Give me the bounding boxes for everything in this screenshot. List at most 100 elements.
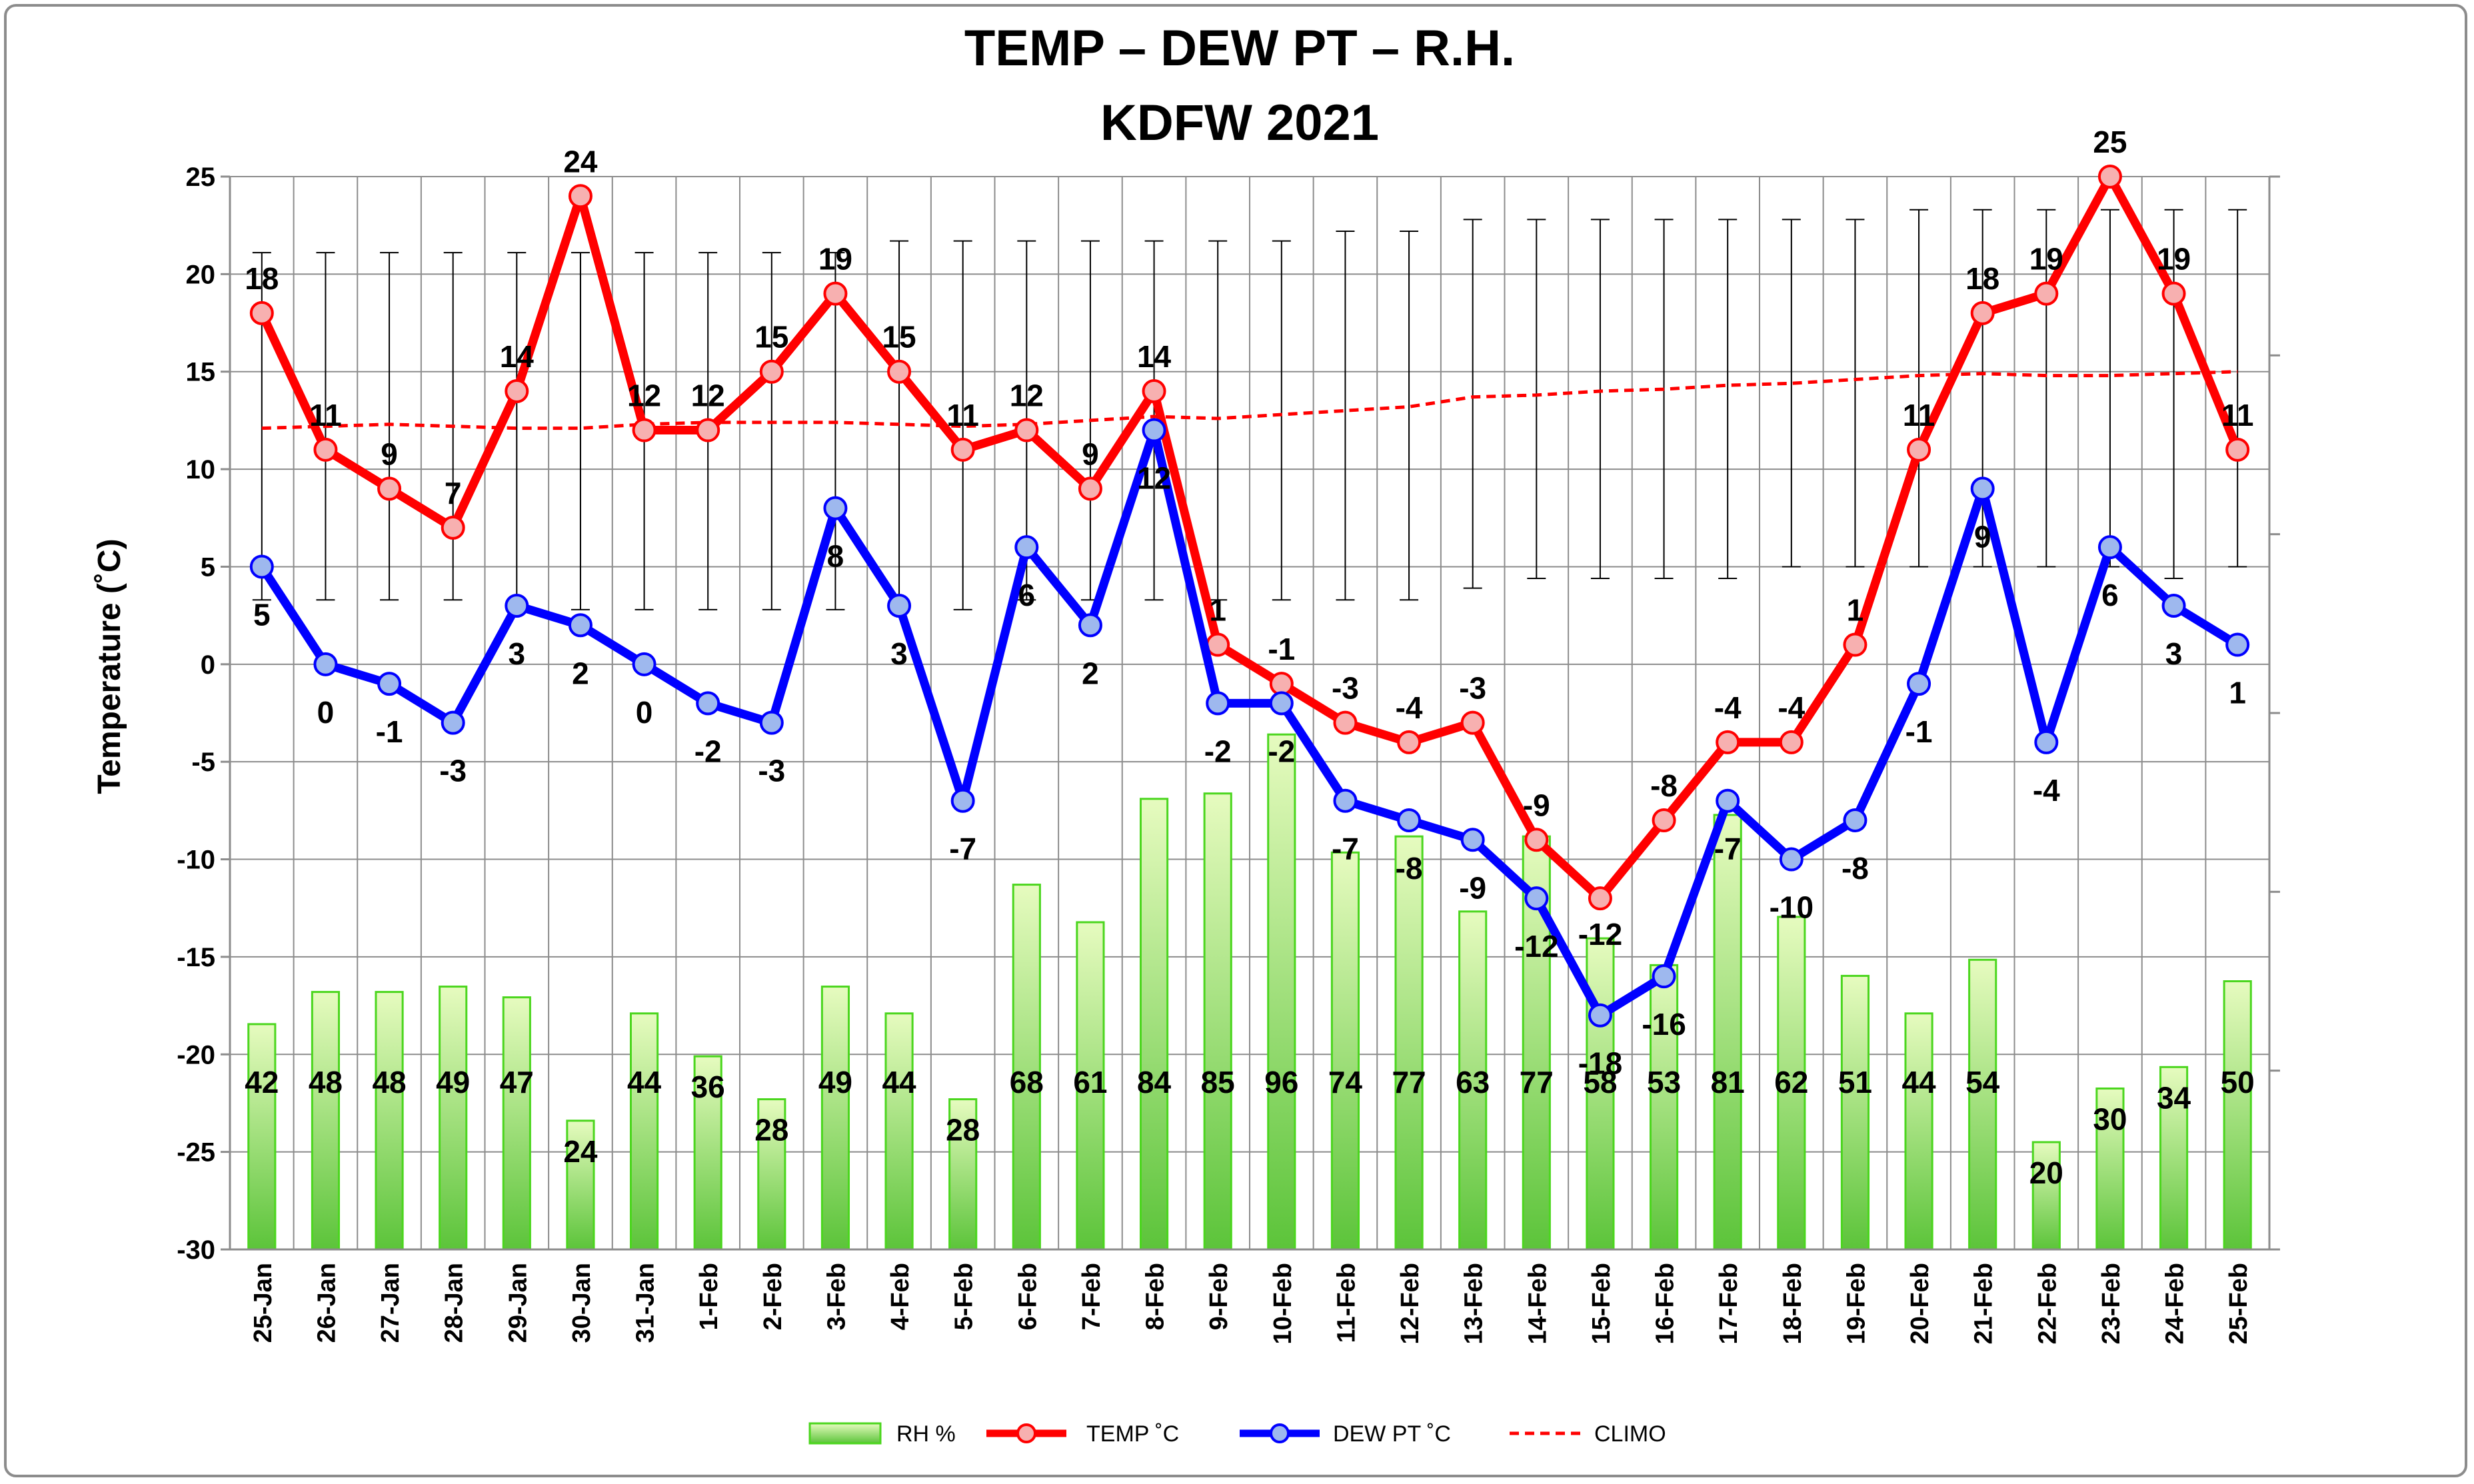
rh-bar bbox=[1968, 958, 1997, 1251]
dewpt-point bbox=[1779, 847, 1804, 872]
y-tick-label: -20 bbox=[177, 1040, 215, 1070]
legend-dew-marker bbox=[1270, 1423, 1290, 1443]
temp-data-label: 11 bbox=[2221, 398, 2254, 432]
x-tick-label: 16-Feb bbox=[1652, 1263, 1680, 1344]
rh-bar bbox=[247, 1023, 277, 1251]
temp-data-label: 18 bbox=[1965, 261, 1999, 296]
temp-point bbox=[1206, 632, 1230, 657]
x-tick-label: 17-Feb bbox=[1715, 1263, 1743, 1344]
x-tick-label: 4-Feb bbox=[886, 1263, 914, 1330]
temp-data-label: -9 bbox=[1523, 788, 1550, 822]
dewpt-line bbox=[258, 426, 2240, 1020]
rh-bar bbox=[2223, 980, 2252, 1251]
temp-data-label: 12 bbox=[691, 378, 725, 413]
temp-point bbox=[1397, 730, 1422, 754]
dewpt-point bbox=[1142, 418, 1166, 442]
rh-data-label: 48 bbox=[309, 1065, 343, 1100]
temp-data-label: -3 bbox=[1459, 671, 1486, 706]
dewpt-point bbox=[377, 672, 402, 696]
temp-data-label: 19 bbox=[818, 242, 852, 277]
temp-point bbox=[632, 418, 656, 442]
x-tick-label: 10-Feb bbox=[1269, 1263, 1297, 1344]
rh-data-label: 49 bbox=[818, 1065, 852, 1100]
dewpt-point bbox=[887, 594, 912, 618]
rh-data-label: 54 bbox=[1965, 1065, 2000, 1100]
dewpt-point bbox=[759, 710, 784, 735]
x-tick-label: 25-Jan bbox=[249, 1263, 277, 1343]
dewpt-data-label: -7 bbox=[949, 832, 976, 866]
dewpt-data-label: -3 bbox=[758, 754, 785, 788]
climo-line bbox=[261, 370, 2238, 430]
dewpt-data-label: -4 bbox=[2033, 773, 2060, 808]
legend: RH % TEMP ˚C DEW PT ˚C CLIMO bbox=[808, 1421, 1666, 1447]
dewpt-data-label: 8 bbox=[827, 539, 844, 574]
rh-bar bbox=[1330, 851, 1360, 1251]
temp-data-label: 14 bbox=[1137, 339, 1172, 374]
dewpt-point bbox=[1397, 808, 1422, 832]
chart-title: TEMP – DEW PT – R.H. bbox=[964, 20, 1515, 77]
rh-bar bbox=[693, 1055, 722, 1251]
rh-data-label: 30 bbox=[2093, 1102, 2127, 1137]
rh-data-label: 77 bbox=[1520, 1065, 1554, 1100]
dewpt-data-label: -16 bbox=[1642, 1007, 1686, 1042]
temp-data-label: -1 bbox=[1268, 632, 1295, 666]
dewpt-data-label: -18 bbox=[1578, 1046, 1622, 1081]
rh-bar bbox=[2031, 1141, 2061, 1251]
temp-data-label: -4 bbox=[1778, 690, 1805, 725]
x-tick-label: 30-Jan bbox=[568, 1263, 596, 1343]
temp-point bbox=[1970, 301, 1995, 325]
dewpt-point bbox=[1970, 476, 1995, 501]
rh-bar bbox=[948, 1098, 978, 1251]
dewpt-data-label: -12 bbox=[1514, 929, 1558, 964]
legend-climo-label: CLIMO bbox=[1594, 1421, 1666, 1447]
dewpt-point bbox=[1588, 1003, 1612, 1028]
temp-point bbox=[1779, 730, 1804, 754]
y-tick-label: 10 bbox=[186, 455, 216, 484]
rh-data-label: 85 bbox=[1201, 1065, 1235, 1100]
rh-data-label: 63 bbox=[1456, 1065, 1490, 1100]
temp-point bbox=[313, 437, 338, 462]
chart-subtitle: KDFW 2021 bbox=[1100, 95, 1379, 151]
temp-point bbox=[2161, 281, 2186, 306]
x-tick-label: 13-Feb bbox=[1460, 1263, 1488, 1344]
dewpt-data-label: -8 bbox=[1842, 851, 1869, 886]
x-tick-label: 1-Feb bbox=[695, 1263, 723, 1330]
dewpt-point bbox=[568, 613, 593, 638]
x-tick-label: 11-Feb bbox=[1332, 1263, 1360, 1343]
temp-data-label: 11 bbox=[1903, 398, 1935, 432]
legend-temp-marker bbox=[1016, 1423, 1036, 1443]
dewpt-point bbox=[1524, 886, 1549, 911]
dewpt-data-label: -2 bbox=[1204, 734, 1232, 768]
rh-data-label: 84 bbox=[1137, 1065, 1172, 1100]
x-tick-label: 15-Feb bbox=[1588, 1263, 1616, 1344]
temp-data-label: 15 bbox=[882, 320, 916, 355]
dewpt-data-label: 5 bbox=[253, 597, 271, 632]
y-tick-label: 20 bbox=[186, 260, 216, 289]
x-tick-label: 24-Feb bbox=[2161, 1263, 2189, 1344]
dewpt-point bbox=[1078, 613, 1102, 638]
x-tick-label: 31-Jan bbox=[632, 1263, 660, 1343]
rh-bar bbox=[1076, 921, 1105, 1251]
x-tick-label: 2-Feb bbox=[759, 1263, 787, 1330]
temp-data-label: 7 bbox=[445, 476, 462, 510]
x-tick-label: 27-Jan bbox=[377, 1263, 405, 1343]
climo-dashed-line bbox=[261, 370, 2238, 430]
temp-data-label: 15 bbox=[754, 320, 788, 355]
rh-data-label: 28 bbox=[946, 1113, 980, 1147]
rh-data-label: 48 bbox=[372, 1065, 406, 1100]
dewpt-point bbox=[1333, 788, 1358, 813]
dewpt-point bbox=[1014, 535, 1039, 560]
temp-point bbox=[505, 379, 529, 403]
temp-point bbox=[823, 281, 848, 306]
temp-data-label: 25 bbox=[2093, 125, 2127, 159]
rh-bar bbox=[820, 986, 850, 1251]
temp-point bbox=[1907, 437, 1931, 462]
temp-data-label: 19 bbox=[2029, 242, 2063, 277]
rh-data-label: 24 bbox=[563, 1134, 598, 1169]
dewpt-point bbox=[505, 594, 529, 618]
x-tick-label: 6-Feb bbox=[1014, 1263, 1042, 1330]
temp-point bbox=[568, 184, 593, 209]
dewpt-point bbox=[950, 788, 975, 813]
legend-temp-label: TEMP ˚C bbox=[1086, 1421, 1179, 1447]
dewpt-point bbox=[2097, 535, 2122, 560]
